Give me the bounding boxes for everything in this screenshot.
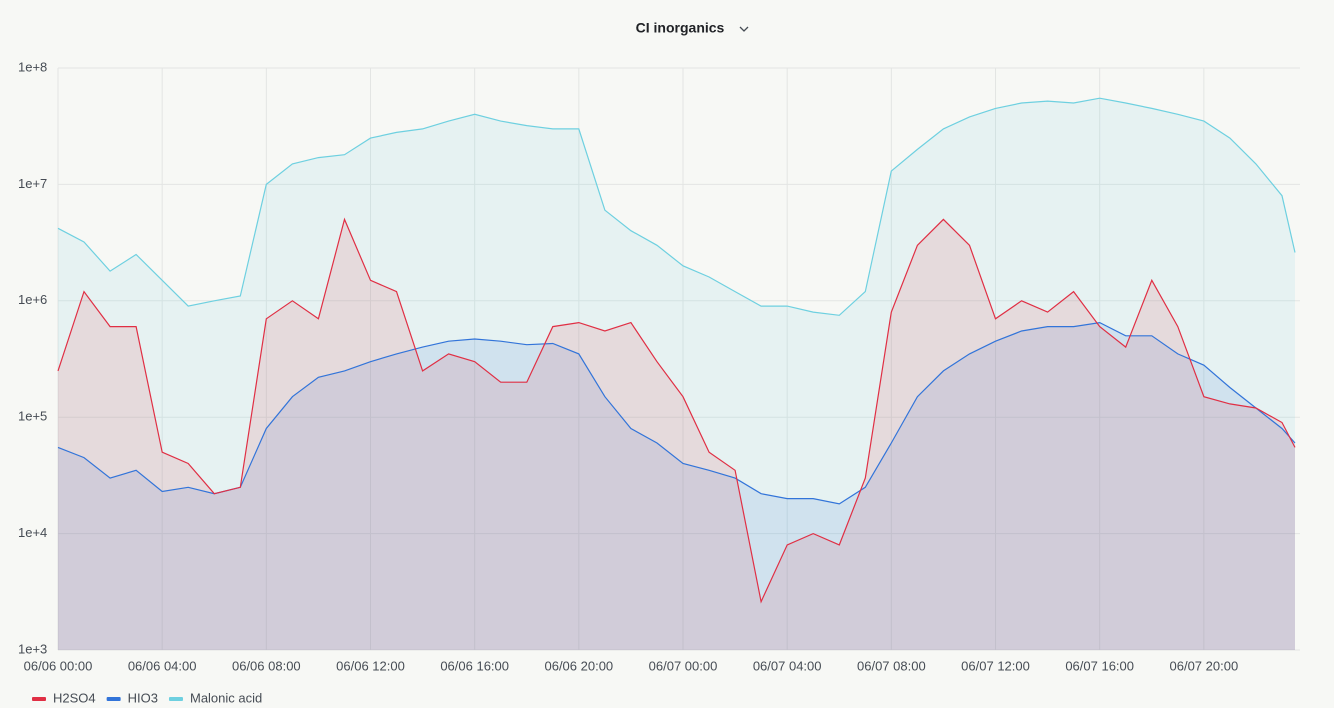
series-line <box>57 97 1296 316</box>
series-area <box>58 98 1295 650</box>
panel-title[interactable]: CI inorganics <box>636 20 725 36</box>
title-menu-icon[interactable] <box>739 26 749 32</box>
x-tick-label: 06/07 12:00 <box>961 658 1030 673</box>
grid <box>57 67 1300 651</box>
x-tick-label: 06/06 04:00 <box>128 658 197 673</box>
x-tick-label: 06/06 12:00 <box>336 658 405 673</box>
y-tick-label: 1e+6 <box>18 292 47 307</box>
y-tick-label: 1e+8 <box>18 59 47 74</box>
y-tick-label: 1e+4 <box>18 525 47 540</box>
y-tick-label: 1e+3 <box>18 641 47 656</box>
x-tick-label: 06/07 20:00 <box>1170 658 1239 673</box>
x-tick-label: 06/07 00:00 <box>649 658 718 673</box>
series-line <box>57 321 1296 505</box>
legend-label[interactable]: HIO3 <box>128 690 158 705</box>
legend-label[interactable]: H2SO4 <box>53 690 96 705</box>
series-line <box>57 217 1296 604</box>
legend-swatch <box>168 697 183 701</box>
legend-swatch <box>32 697 46 701</box>
x-tick-label: 06/07 04:00 <box>753 658 822 673</box>
x-tick-label: 06/06 08:00 <box>232 658 301 673</box>
areas <box>58 98 1295 650</box>
axis-labels: 1e+3 1e+4 1e+5 1e+6 1e+7 1e+8 06/06 00:00 06/06… <box>18 59 1238 673</box>
series-area <box>58 219 1295 650</box>
x-tick-label: 06/06 00:00 <box>24 658 93 673</box>
legend: H2SO4 HIO3 Malonic acid <box>32 690 262 705</box>
lines <box>57 97 1296 604</box>
x-tick-label: 06/06 16:00 <box>440 658 509 673</box>
y-tick-label: 1e+5 <box>18 409 47 424</box>
x-tick-label: 06/07 08:00 <box>857 658 926 673</box>
series-area <box>58 322 1295 650</box>
legend-swatch <box>106 697 121 701</box>
y-tick-label: 1e+7 <box>18 176 47 191</box>
legend-label[interactable]: Malonic acid <box>190 690 262 705</box>
x-tick-label: 06/06 20:00 <box>544 658 613 673</box>
x-tick-label: 06/07 16:00 <box>1065 658 1134 673</box>
